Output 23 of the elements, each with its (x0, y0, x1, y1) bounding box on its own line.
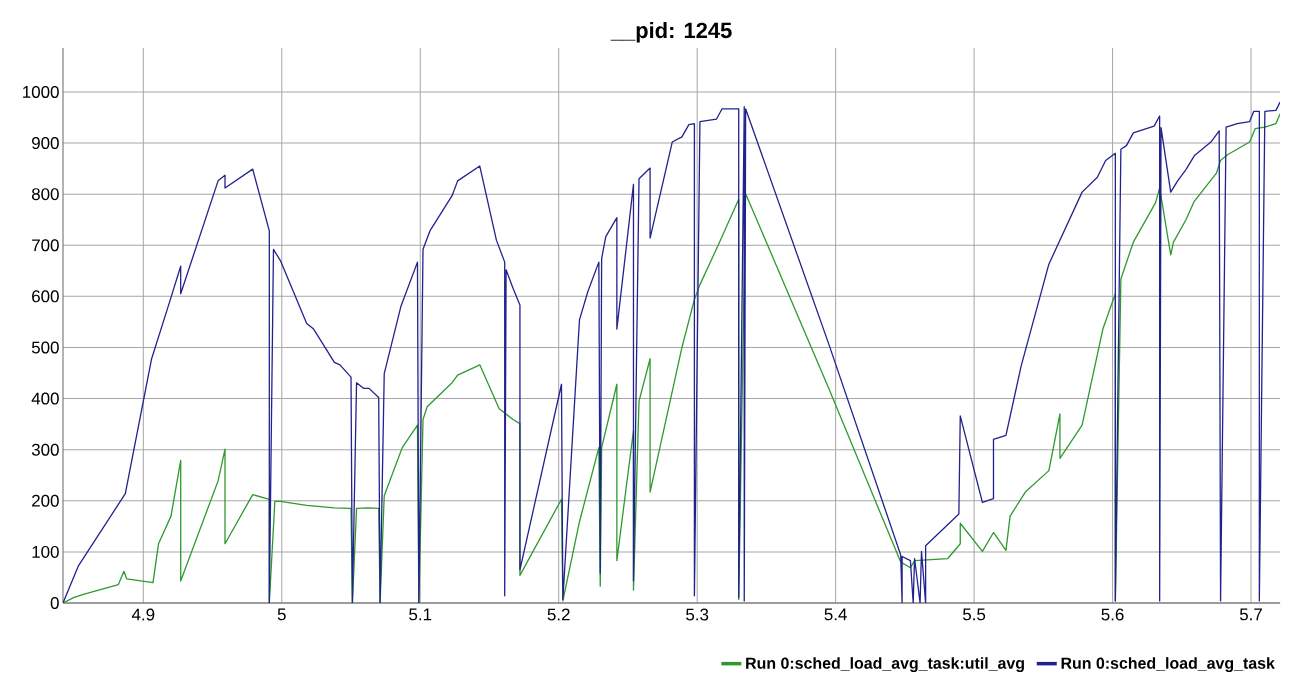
x-tick-label: 5.7 (1239, 608, 1262, 621)
legend-label: Run 0:sched_load_avg_task:util_avg (746, 657, 1024, 673)
y-tick-label: 800 (31, 188, 59, 201)
y-tick-label: 700 (32, 239, 59, 252)
y-tick-label: 1000 (23, 85, 59, 98)
x-tick-label: 5.2 (547, 608, 570, 621)
y-tick-label: 500 (31, 341, 59, 354)
x-tick-label: 5.3 (686, 608, 709, 621)
y-tick-label: 200 (32, 494, 59, 507)
x-tick-label: 5.1 (409, 608, 432, 621)
y-tick-label: 600 (32, 290, 59, 303)
chart-title: __pid: 1245 (610, 22, 732, 43)
y-tick-label: 900 (32, 137, 59, 150)
y-tick-label: 100 (32, 545, 59, 558)
x-tick-label: 5.4 (824, 608, 847, 621)
x-tick-label: 5.5 (963, 608, 986, 621)
y-tick-label: 300 (31, 443, 59, 456)
x-tick-label: 5.6 (1101, 608, 1124, 621)
y-tick-label: 0 (50, 597, 59, 609)
x-tick-label: 4.9 (131, 608, 155, 621)
y-tick-label: 400 (31, 392, 59, 405)
x-tick-label: 5 (277, 608, 286, 621)
legend-label: Run 0:sched_load_avg_task (1061, 657, 1275, 673)
